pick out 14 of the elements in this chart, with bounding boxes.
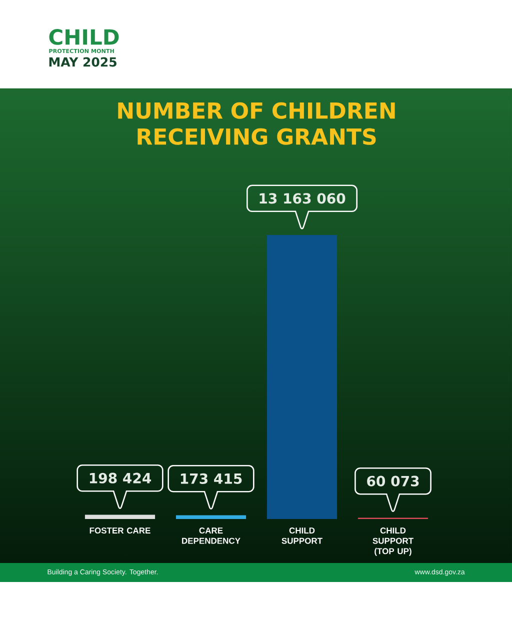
x-tick-label: CHILD SUPPORT (TOP UP)	[372, 528, 414, 556]
x-tick-label: FOSTER CARE	[90, 528, 150, 534]
bar	[176, 515, 246, 519]
data-label: 13 163 060	[260, 193, 346, 204]
data-label: 60 073	[367, 476, 419, 486]
text: MAY 2025	[49, 57, 116, 67]
chart-title: NUMBER OF CHILDREN RECEIVING GRANTS	[118, 102, 395, 145]
bar	[84, 514, 156, 519]
bar	[266, 235, 338, 519]
data-label: 198 424	[90, 472, 152, 484]
x-tick-label: CHILD SUPPORT	[282, 528, 322, 544]
data-label: 173 415	[180, 473, 242, 484]
text: CHILD	[49, 29, 119, 45]
x-tick-label: CARE DEPENDENCY	[182, 528, 240, 544]
